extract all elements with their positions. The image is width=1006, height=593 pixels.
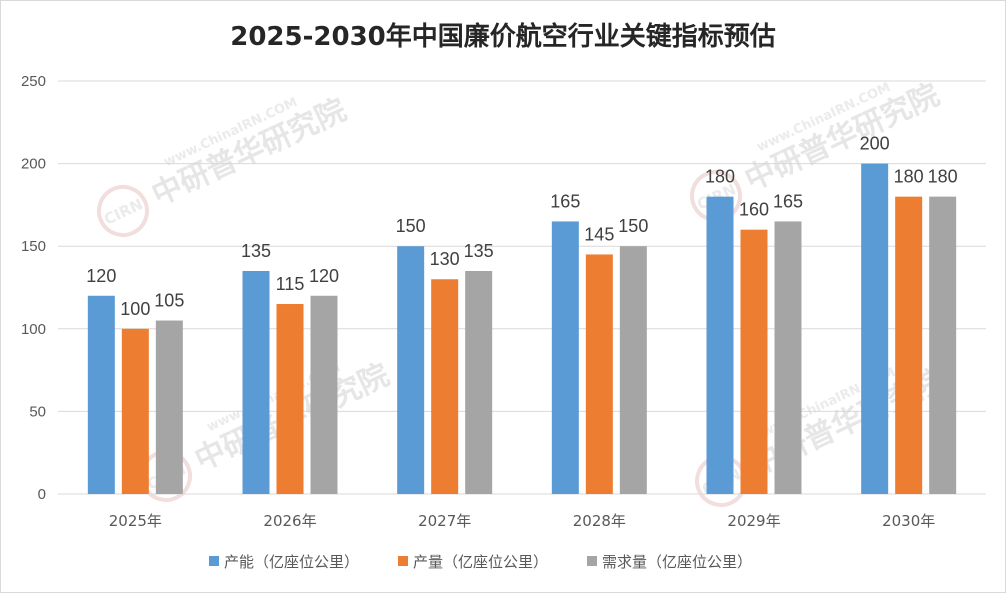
data-label: 180 bbox=[894, 167, 924, 187]
data-label: 135 bbox=[464, 241, 494, 261]
legend-swatch bbox=[587, 556, 597, 566]
bar bbox=[619, 246, 647, 494]
bar bbox=[242, 270, 270, 494]
bar bbox=[585, 254, 613, 494]
legend-label: 需求量（亿座位公里） bbox=[602, 553, 752, 571]
legend-label: 产能（亿座位公里） bbox=[224, 553, 359, 571]
watermark-layer: CIRN中研普华研究院www.ChinaIRN.COMCIRN中研普华研究院ww… bbox=[97, 77, 950, 507]
data-label: 200 bbox=[860, 134, 890, 154]
watermark-logo-ring bbox=[97, 185, 149, 237]
x-tick-label: 2026年 bbox=[263, 512, 316, 530]
x-tick-label: 2028年 bbox=[573, 512, 626, 530]
y-tick-label: 250 bbox=[21, 73, 46, 90]
bar bbox=[740, 229, 768, 494]
bar bbox=[861, 163, 889, 494]
bar bbox=[276, 304, 304, 494]
data-label: 165 bbox=[550, 191, 580, 211]
data-label: 165 bbox=[773, 191, 803, 211]
gridlines bbox=[58, 80, 986, 495]
y-tick-label: 100 bbox=[21, 321, 46, 338]
data-label: 150 bbox=[396, 216, 426, 236]
bar bbox=[121, 328, 149, 494]
data-label: 180 bbox=[928, 167, 958, 187]
data-label: 180 bbox=[705, 167, 735, 187]
y-tick-label: 50 bbox=[29, 403, 46, 420]
data-label: 150 bbox=[618, 216, 648, 236]
bar bbox=[397, 246, 425, 494]
y-tick-label: 150 bbox=[21, 238, 46, 255]
legend-swatch bbox=[209, 556, 219, 566]
data-label: 100 bbox=[120, 299, 150, 319]
legend-label: 产量（亿座位公里） bbox=[413, 553, 548, 571]
data-label: 160 bbox=[739, 200, 769, 220]
x-tick-label: 2025年 bbox=[109, 512, 162, 530]
watermark-logo-text: CIRN bbox=[101, 195, 145, 229]
x-axis: 2025年 2026年 2027年 2028年 2029年 2030年 bbox=[109, 512, 936, 530]
chart-title: 2025-2030年中国廉价航空行业关键指标预估 bbox=[230, 21, 776, 52]
bar bbox=[895, 196, 923, 494]
y-tick-label: 0 bbox=[38, 486, 46, 503]
data-label: 130 bbox=[430, 249, 460, 269]
legend: 产能（亿座位公里） 产量（亿座位公里） 需求量（亿座位公里） bbox=[209, 553, 752, 571]
bar bbox=[929, 196, 957, 494]
data-label: 145 bbox=[584, 224, 614, 244]
y-axis: 0 50 100 150 200 250 bbox=[21, 73, 46, 503]
bar bbox=[155, 320, 183, 494]
y-tick-label: 200 bbox=[21, 156, 46, 173]
bar bbox=[310, 295, 338, 494]
data-label: 105 bbox=[154, 291, 184, 311]
bars bbox=[87, 163, 957, 495]
bar bbox=[431, 279, 459, 494]
x-tick-label: 2029年 bbox=[727, 512, 780, 530]
data-label: 120 bbox=[86, 266, 116, 286]
x-tick-label: 2027年 bbox=[418, 512, 471, 530]
data-label: 135 bbox=[241, 241, 271, 261]
data-label: 115 bbox=[276, 274, 305, 294]
x-tick-label: 2030年 bbox=[882, 512, 935, 530]
legend-swatch bbox=[398, 556, 408, 566]
data-label: 120 bbox=[309, 266, 339, 286]
bar bbox=[774, 221, 802, 495]
bar bbox=[551, 221, 579, 495]
bar bbox=[706, 196, 734, 494]
bar bbox=[87, 295, 115, 494]
bar bbox=[465, 270, 493, 494]
